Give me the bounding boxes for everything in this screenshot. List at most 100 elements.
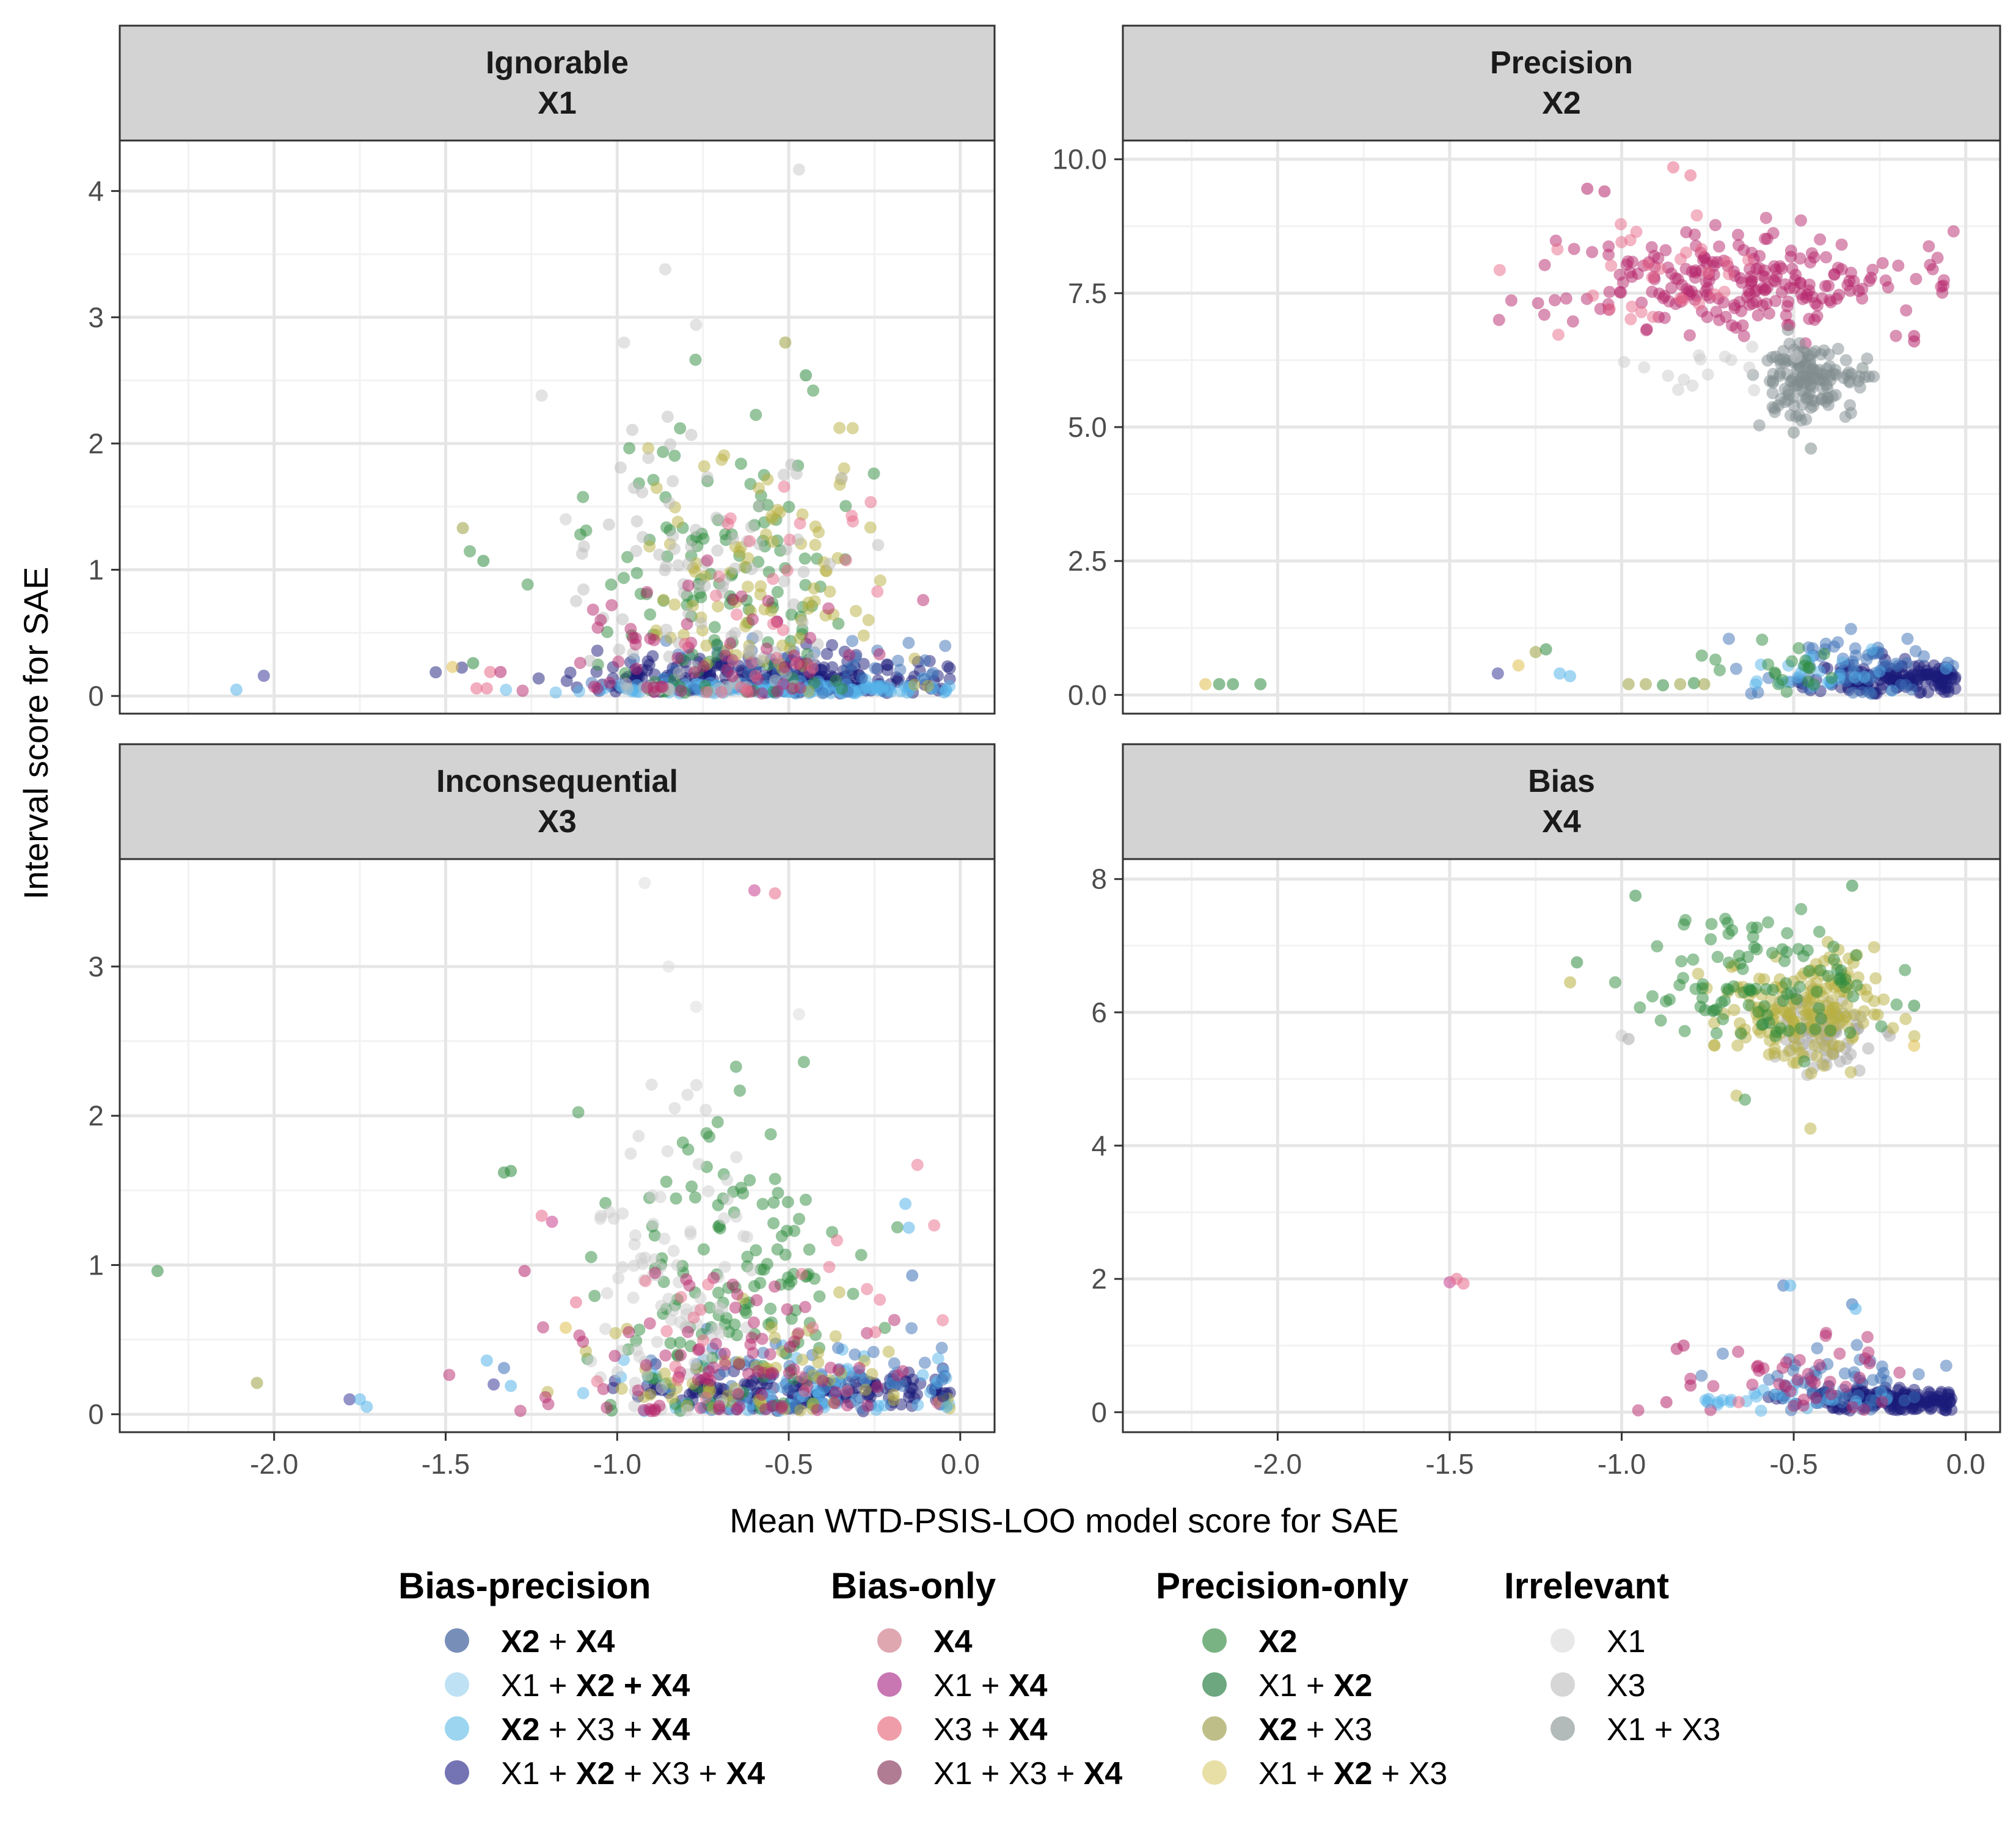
- scatter-point: [546, 1215, 558, 1228]
- scatter-point: [759, 1403, 772, 1416]
- scatter-point: [1905, 683, 1918, 696]
- scatter-point: [1825, 993, 1838, 1006]
- scatter-point: [1675, 955, 1688, 968]
- scatter-point: [665, 1314, 677, 1326]
- scatter-point: [623, 442, 636, 455]
- scatter-point: [659, 263, 671, 276]
- scatter-point: [591, 1375, 604, 1388]
- scatter-point: [935, 1341, 948, 1354]
- scatter-point: [500, 683, 513, 696]
- scatter-point: [1768, 1047, 1781, 1059]
- scatter-point: [1791, 1374, 1804, 1386]
- scatter-point: [1844, 623, 1857, 635]
- scatter-point: [777, 678, 790, 690]
- scatter-point: [1833, 1055, 1846, 1068]
- scatter-point: [662, 1292, 675, 1305]
- scatter-point: [1742, 284, 1755, 297]
- scatter-point: [740, 1231, 753, 1243]
- scatter-point: [1767, 984, 1780, 997]
- scatter-point: [1856, 282, 1869, 295]
- scatter-point: [668, 598, 681, 611]
- scatter-point: [756, 1388, 769, 1401]
- scatter-point: [1743, 361, 1756, 374]
- scatter-point: [497, 1361, 510, 1374]
- scatter-point: [658, 1232, 671, 1245]
- scatter-point: [1679, 913, 1692, 926]
- scatter-point: [1720, 255, 1733, 268]
- scatter-point: [570, 595, 583, 607]
- scatter-point: [1739, 1093, 1751, 1106]
- legend-item-label: X1 + X2 + X3: [1258, 1756, 1447, 1791]
- scatter-point: [1811, 1342, 1824, 1355]
- scatter-point: [1890, 329, 1902, 342]
- y-tick-label: 2.5: [1068, 545, 1107, 577]
- scatter-point: [632, 1384, 645, 1397]
- scatter-point: [754, 1263, 767, 1276]
- scatter-point: [1695, 649, 1708, 662]
- scatter-point: [792, 1327, 805, 1340]
- scatter-point: [882, 1345, 895, 1358]
- scatter-point: [1640, 323, 1653, 335]
- scatter-point: [730, 1151, 743, 1163]
- scatter-point: [874, 574, 886, 587]
- scatter-point: [1794, 277, 1807, 290]
- scatter-point: [1846, 1401, 1859, 1414]
- scatter-point: [764, 1128, 777, 1141]
- scatter-point: [788, 1224, 801, 1237]
- scatter-point: [1629, 889, 1642, 902]
- y-tick-label: 2: [1091, 1263, 1107, 1295]
- scatter-point: [828, 1397, 841, 1410]
- scatter-point: [1744, 984, 1757, 997]
- scatter-point: [1709, 653, 1722, 666]
- scatter-point: [668, 1102, 681, 1114]
- scatter-point: [1818, 648, 1831, 660]
- scatter-point: [660, 521, 673, 534]
- scatter-point: [794, 681, 806, 694]
- x-axis-title: Mean WTD-PSIS-LOO model score for SAE: [729, 1501, 1398, 1540]
- scatter-point: [792, 163, 805, 176]
- scatter-point: [800, 369, 813, 382]
- scatter-point: [756, 1198, 769, 1210]
- scatter-point: [470, 682, 483, 695]
- scatter-point: [1701, 1396, 1714, 1408]
- scatter-point: [674, 422, 687, 435]
- scatter-point: [902, 637, 915, 649]
- scatter-point: [1732, 229, 1745, 241]
- scatter-point: [467, 657, 480, 670]
- scatter-point: [779, 336, 792, 349]
- legend-item-label: X4: [933, 1624, 973, 1659]
- scatter-point: [1719, 912, 1732, 925]
- scatter-point: [1753, 972, 1766, 985]
- scatter-point: [1784, 244, 1797, 257]
- scatter-point: [1839, 1380, 1852, 1393]
- scatter-point: [708, 621, 721, 634]
- scatter-point: [1788, 1399, 1800, 1412]
- legend-item-label-part: X4: [1084, 1756, 1123, 1791]
- scatter-point: [1813, 925, 1826, 938]
- scatter-point: [689, 524, 702, 536]
- scatter-point: [619, 678, 632, 690]
- scatter-point: [1782, 1025, 1795, 1037]
- scatter-point: [822, 602, 835, 615]
- legend-item-label-part: X4: [1009, 1668, 1048, 1703]
- x-tick-label: -2.0: [250, 1448, 298, 1480]
- scatter-point: [1810, 1392, 1822, 1405]
- scatter-point: [769, 1280, 781, 1293]
- scatter-point: [785, 1275, 798, 1288]
- scatter-point: [682, 1143, 695, 1156]
- scatter-point: [601, 1401, 613, 1414]
- x-tick-label: -0.5: [1769, 1448, 1817, 1480]
- scatter-point: [1860, 983, 1872, 996]
- scatter-point: [1931, 252, 1944, 265]
- scatter-point: [1847, 990, 1860, 1003]
- scatter-point: [572, 1106, 585, 1119]
- scatter-point: [1778, 954, 1791, 967]
- legend-item-label-part: X2: [501, 1712, 540, 1747]
- scatter-point: [1899, 964, 1912, 976]
- scatter-point: [656, 1381, 668, 1394]
- legend-item-label-part: X4: [1009, 1712, 1048, 1747]
- scatter-point: [783, 533, 796, 546]
- scatter-point: [664, 1337, 677, 1350]
- scatter-point: [733, 1084, 746, 1097]
- scatter-point: [1603, 302, 1616, 315]
